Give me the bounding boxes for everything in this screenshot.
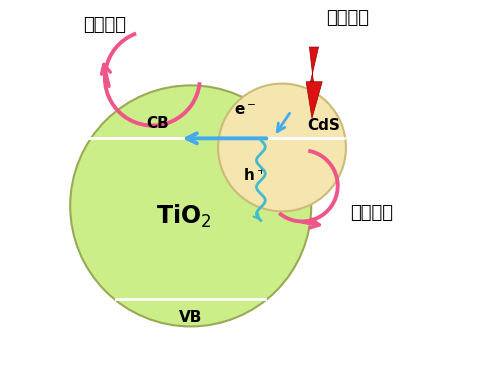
- Text: 환원반응: 환원반응: [83, 16, 126, 34]
- Text: h$^+$: h$^+$: [243, 166, 266, 184]
- Polygon shape: [306, 47, 322, 118]
- Text: CB: CB: [146, 116, 169, 131]
- Text: CdS: CdS: [307, 118, 340, 133]
- Circle shape: [70, 85, 311, 326]
- Text: 가시광선: 가시광선: [326, 9, 369, 27]
- Text: 산화반응: 산화반응: [350, 204, 393, 222]
- Text: e$^-$: e$^-$: [234, 103, 257, 118]
- Text: VB: VB: [179, 310, 202, 325]
- Circle shape: [218, 84, 346, 211]
- Text: TiO$_2$: TiO$_2$: [156, 203, 211, 230]
